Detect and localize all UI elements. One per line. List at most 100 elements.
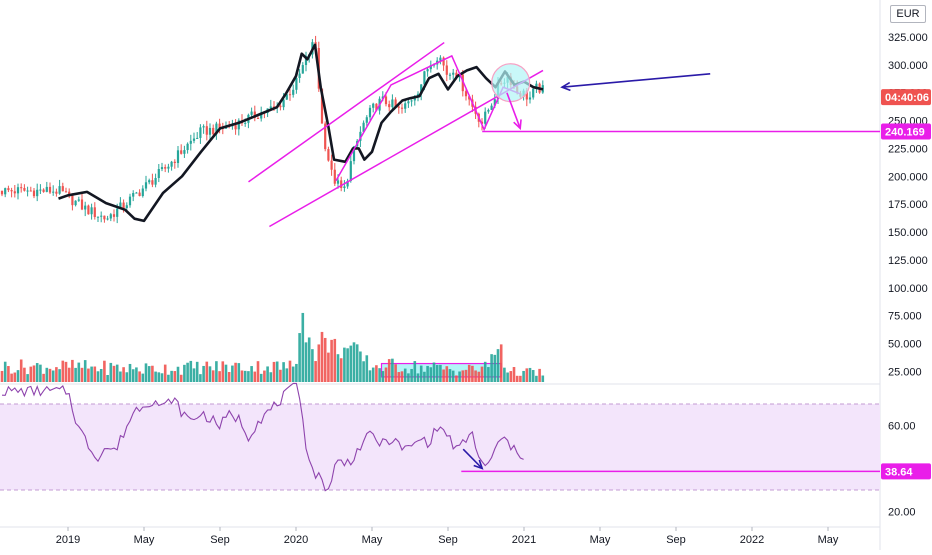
candle-body bbox=[144, 182, 148, 189]
candle-body bbox=[298, 73, 301, 78]
candle-body bbox=[490, 105, 493, 110]
volume-bar bbox=[541, 375, 545, 382]
candle-body bbox=[532, 88, 535, 98]
candle-body bbox=[192, 138, 196, 141]
volume-bar bbox=[279, 369, 282, 382]
candle-body bbox=[292, 89, 295, 95]
x-tick-label: May bbox=[590, 534, 611, 546]
y-tick-label: 150.000 bbox=[888, 227, 928, 239]
volume-bar bbox=[445, 366, 449, 382]
volume-bar bbox=[455, 375, 458, 382]
candle-body bbox=[106, 218, 109, 220]
volume-bar bbox=[135, 367, 138, 382]
y-tick-label: 75.000 bbox=[888, 311, 922, 323]
candle-body bbox=[151, 180, 154, 185]
candle-body bbox=[125, 205, 128, 209]
volume-bar bbox=[429, 367, 433, 382]
currency-label[interactable]: EUR bbox=[890, 5, 926, 23]
candle-body bbox=[423, 71, 426, 85]
volume-bar bbox=[387, 359, 391, 382]
candle-body bbox=[404, 103, 407, 109]
candle-body bbox=[362, 122, 365, 132]
candle-body bbox=[132, 193, 135, 197]
x-tick-label: 2019 bbox=[56, 534, 80, 546]
volume-bar bbox=[103, 360, 106, 382]
candle-body bbox=[68, 191, 71, 194]
candle-body bbox=[202, 126, 205, 128]
candle-body bbox=[260, 112, 263, 119]
volume-bar bbox=[224, 364, 228, 382]
volume-bar bbox=[282, 362, 285, 382]
volume-bar bbox=[199, 374, 202, 382]
candle-body bbox=[128, 196, 132, 206]
volume-bar bbox=[234, 362, 237, 382]
volume-bar bbox=[160, 373, 164, 382]
volume-bar bbox=[522, 370, 525, 382]
volume-bar bbox=[506, 372, 509, 382]
volume-bar bbox=[154, 371, 157, 382]
candle-body bbox=[352, 146, 356, 162]
volume-bar bbox=[151, 365, 154, 382]
candle-body bbox=[170, 161, 173, 167]
volume-bar bbox=[407, 373, 410, 382]
candle-body bbox=[167, 166, 170, 169]
candle-body bbox=[375, 103, 378, 111]
volume-bar bbox=[304, 342, 308, 382]
volume-bar bbox=[535, 375, 538, 382]
volume-bar bbox=[19, 359, 23, 382]
volume-bar bbox=[163, 364, 167, 382]
moving-average-layer bbox=[58, 43, 544, 223]
candle-body bbox=[349, 161, 352, 182]
candle-body bbox=[413, 97, 416, 101]
volume-bar bbox=[538, 368, 541, 382]
volume-bar bbox=[42, 373, 45, 382]
volume-bar bbox=[170, 370, 173, 382]
level-badge-bg bbox=[881, 123, 931, 140]
volume-bar bbox=[496, 349, 500, 382]
volume-bar bbox=[333, 338, 337, 382]
candle-body bbox=[426, 69, 429, 72]
volume-bar bbox=[275, 361, 279, 382]
candle-body bbox=[372, 103, 375, 108]
candle-body bbox=[87, 205, 90, 215]
volume-bar bbox=[208, 366, 212, 382]
candle-body bbox=[442, 57, 445, 66]
volume-bar bbox=[266, 366, 269, 382]
candle-body bbox=[205, 126, 208, 135]
volume-bar bbox=[419, 365, 423, 382]
candle-body bbox=[394, 99, 397, 107]
volume-bar bbox=[176, 366, 180, 382]
volume-bar bbox=[512, 367, 516, 382]
candle-body bbox=[103, 215, 106, 220]
volume-bar bbox=[519, 375, 522, 382]
volume-bar bbox=[211, 370, 215, 382]
volume-bar bbox=[186, 362, 189, 382]
candle-body bbox=[285, 94, 288, 100]
candle-body bbox=[288, 94, 292, 96]
volume-bar bbox=[480, 366, 484, 382]
candle-body bbox=[343, 186, 346, 188]
volume-bar bbox=[215, 361, 218, 382]
candle-body bbox=[183, 150, 186, 154]
candle-body bbox=[253, 111, 256, 118]
volume-bar bbox=[128, 363, 132, 382]
volume-bar bbox=[362, 361, 365, 382]
volume-bar bbox=[61, 360, 65, 382]
candle-body bbox=[196, 137, 199, 139]
volume-bar bbox=[394, 364, 397, 382]
volume-bar bbox=[346, 348, 349, 382]
candle-body bbox=[77, 199, 80, 201]
volume-bar bbox=[247, 371, 250, 382]
volume-bar bbox=[467, 364, 471, 382]
candle-body bbox=[333, 169, 336, 184]
volume-bar bbox=[285, 368, 289, 382]
volume-bar bbox=[122, 367, 125, 382]
candle-body bbox=[464, 91, 468, 97]
volume-bar bbox=[227, 372, 231, 382]
x-tick-label: Sep bbox=[666, 534, 686, 546]
volume-bar bbox=[317, 344, 321, 382]
volume-bar bbox=[483, 361, 487, 382]
volume-bar bbox=[263, 370, 266, 382]
